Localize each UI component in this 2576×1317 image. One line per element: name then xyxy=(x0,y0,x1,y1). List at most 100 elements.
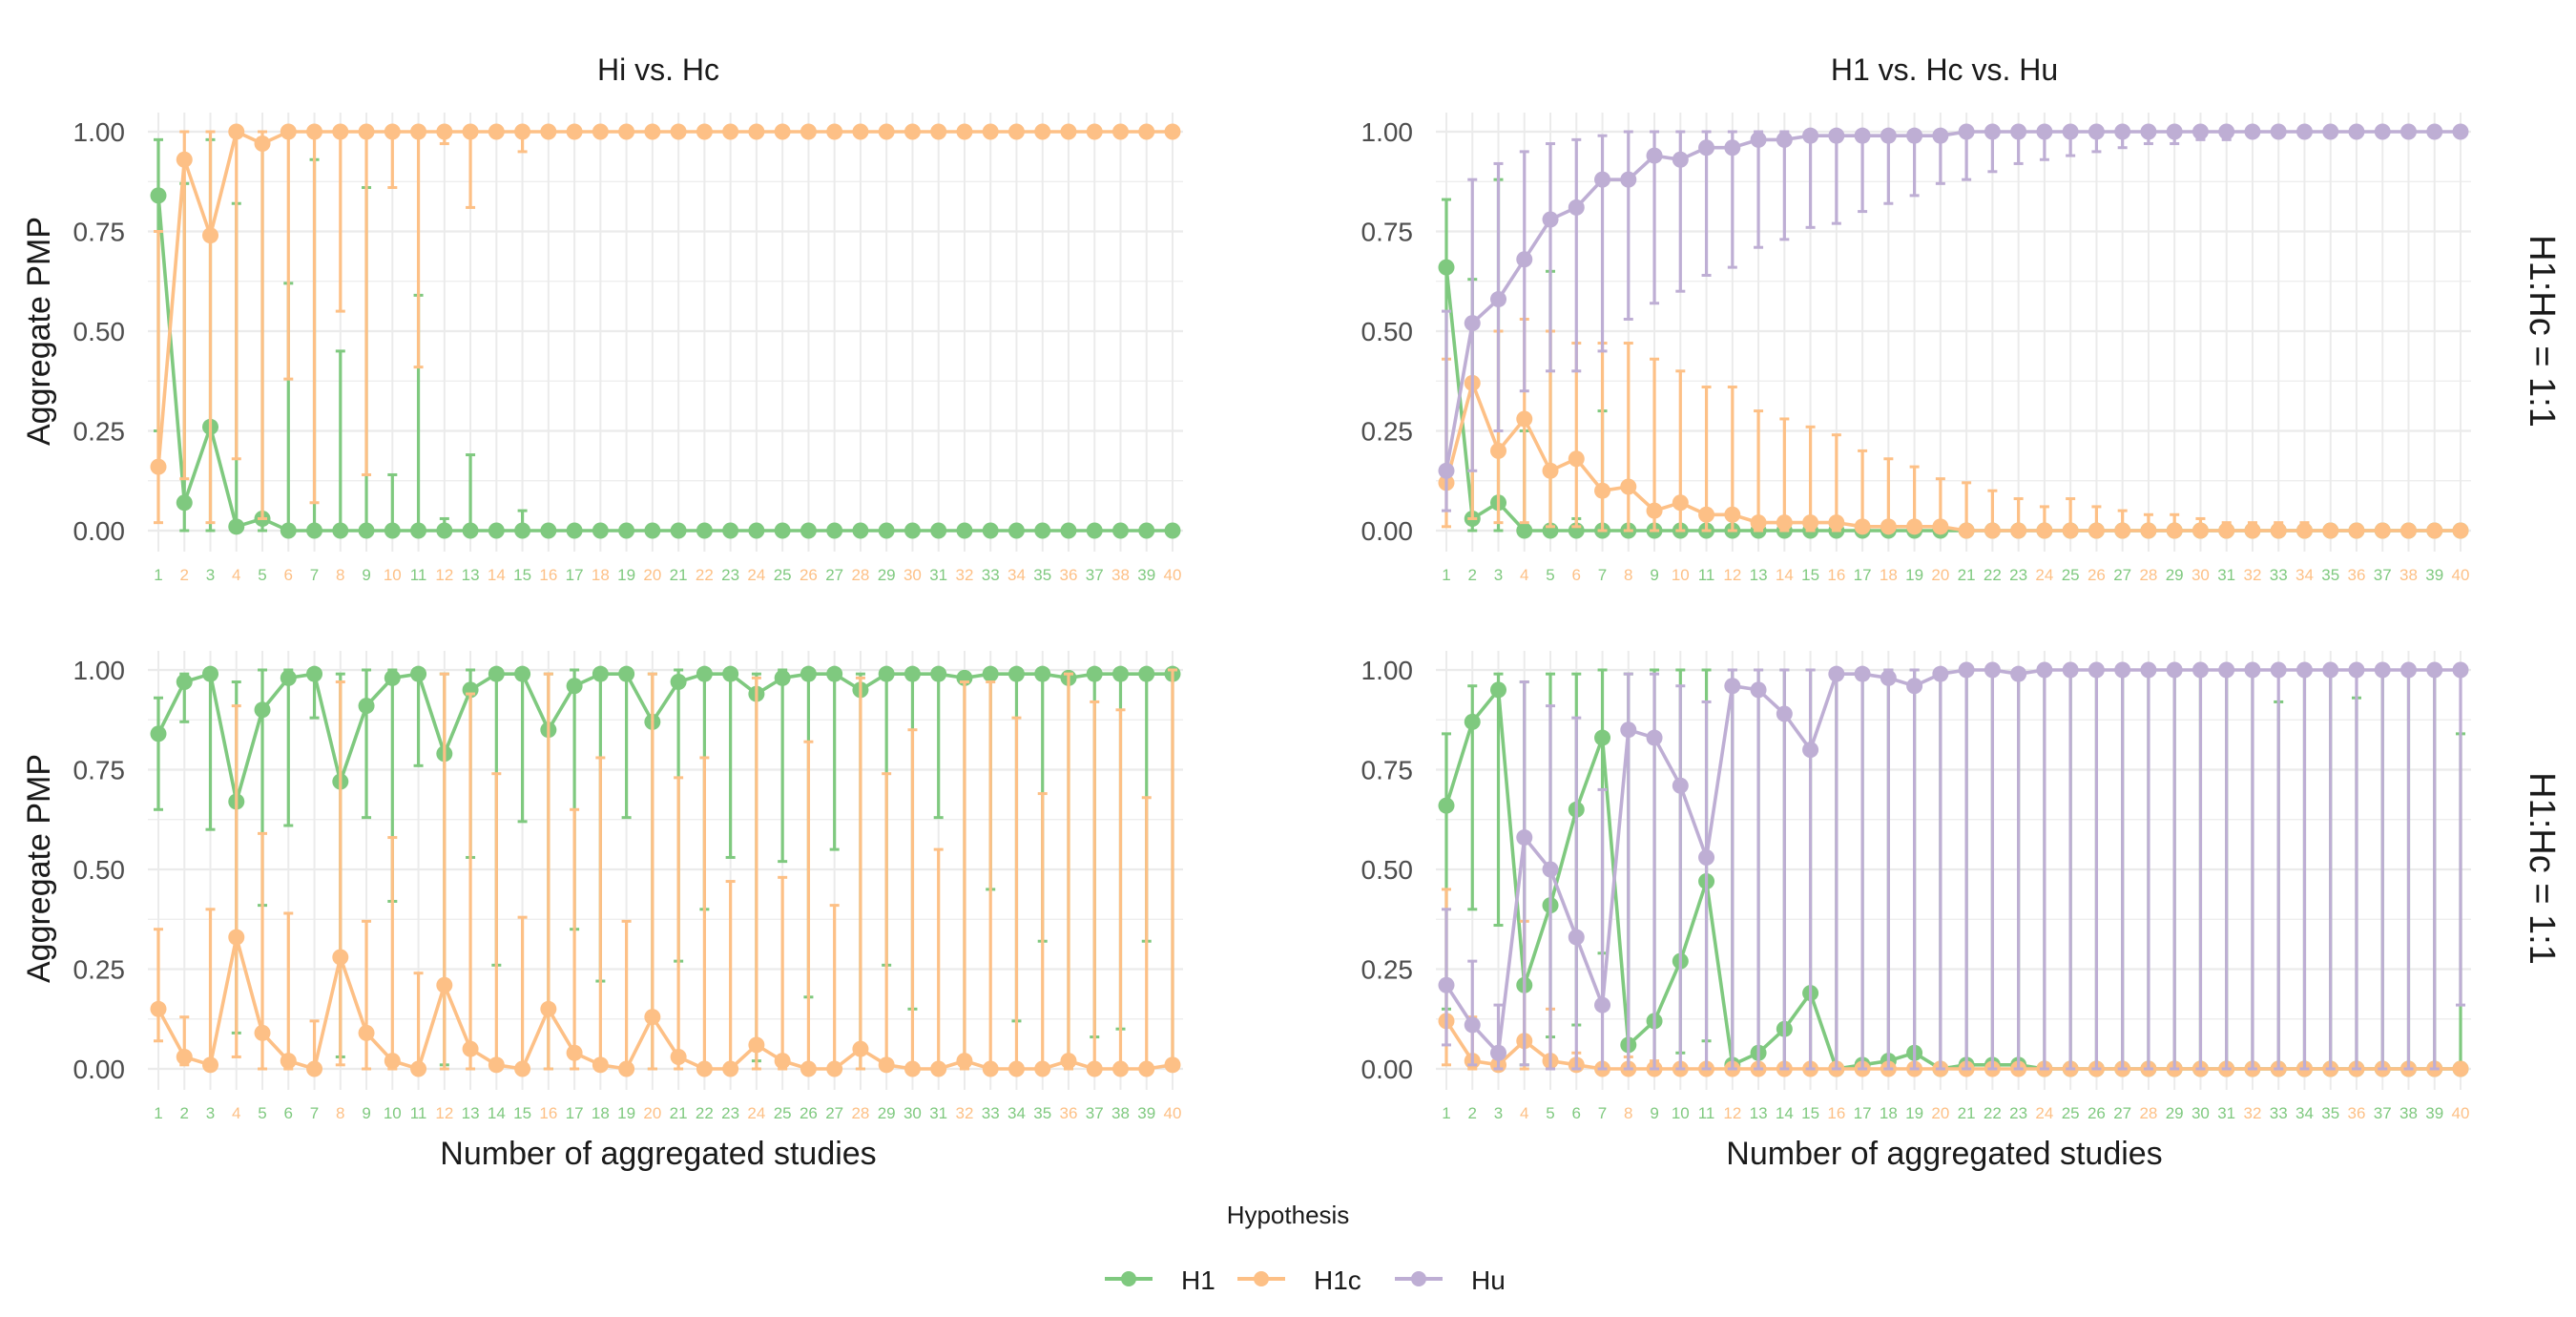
x-tick-label: 27 xyxy=(2113,566,2131,584)
x-tick-label: 26 xyxy=(800,1104,818,1122)
series-line xyxy=(1444,130,2461,471)
facet-label-top: H1:Hc = 1:1 xyxy=(2522,235,2562,428)
data-point xyxy=(800,1060,817,1077)
data-point xyxy=(904,1060,921,1077)
data-point xyxy=(2166,661,2183,679)
data-point xyxy=(1594,171,1611,188)
x-tick-label: 30 xyxy=(2192,1104,2210,1122)
x-tick-label: 25 xyxy=(774,566,792,584)
data-point xyxy=(2010,123,2027,140)
y-tick-label: 1.00 xyxy=(73,656,126,685)
data-point xyxy=(2062,661,2079,679)
x-tick-label: 16 xyxy=(1827,566,1845,584)
x-tick-label: 2 xyxy=(180,1104,189,1122)
data-point xyxy=(1164,522,1181,539)
data-point xyxy=(306,1060,323,1077)
x-tick-label: 5 xyxy=(258,566,266,584)
x-tick-label: 33 xyxy=(2270,1104,2288,1122)
x-tick-label: 4 xyxy=(232,1104,240,1122)
data-point xyxy=(1646,729,1663,746)
x-tick-label: 9 xyxy=(362,566,370,584)
series-line xyxy=(1444,1019,2461,1071)
y-tick-label: 0.25 xyxy=(1361,955,1414,985)
data-point xyxy=(2114,661,2131,679)
data-point xyxy=(1490,681,1507,699)
data-point xyxy=(1008,665,1025,682)
y-ticks: 0.00 0.25 0.50 0.75 1.00 xyxy=(1361,656,1414,1084)
data-point xyxy=(2426,522,2443,539)
data-point xyxy=(514,1060,531,1077)
legend-title: Hypothesis xyxy=(1227,1201,1350,1229)
data-point xyxy=(2348,123,2365,140)
data-point xyxy=(228,929,245,946)
data-point xyxy=(1060,123,1077,140)
data-point xyxy=(2140,661,2157,679)
data-point xyxy=(514,522,531,539)
data-point xyxy=(2036,522,2053,539)
x-tick-label: 23 xyxy=(721,566,739,584)
data-point xyxy=(904,123,921,140)
data-point xyxy=(2374,661,2391,679)
x-tick-label: 33 xyxy=(982,566,1000,584)
data-point xyxy=(280,123,297,140)
data-point xyxy=(852,123,869,140)
data-point xyxy=(1932,127,1949,144)
x-tick-label: 15 xyxy=(1801,1104,1819,1122)
data-point xyxy=(306,522,323,539)
data-point xyxy=(1958,522,1975,539)
data-point xyxy=(514,665,531,682)
x-tick-label: 12 xyxy=(1723,1104,1741,1122)
x-tick-label: 14 xyxy=(488,1104,506,1122)
legend-item-hu: Hu xyxy=(1395,1265,1506,1295)
y-tick-label: 0.50 xyxy=(73,317,126,346)
x-tick-label: 7 xyxy=(1598,1104,1607,1122)
data-point xyxy=(280,669,297,686)
data-point xyxy=(1906,518,1923,535)
data-point xyxy=(514,123,531,140)
data-point xyxy=(1594,482,1611,499)
data-point xyxy=(2036,661,2053,679)
x-tick-label: 4 xyxy=(1520,1104,1528,1122)
legend-key-h1c xyxy=(1254,1271,1269,1286)
data-point xyxy=(176,151,193,168)
data-point xyxy=(1490,442,1507,459)
data-point xyxy=(150,458,167,475)
data-point xyxy=(2399,522,2417,539)
data-point xyxy=(540,1000,557,1017)
x-tick-label: 35 xyxy=(2321,566,2339,584)
x-tick-label: 5 xyxy=(258,1104,266,1122)
data-point xyxy=(1594,996,1611,1014)
legend-label-h1: H1 xyxy=(1181,1265,1215,1295)
x-tick-label: 17 xyxy=(566,1104,584,1122)
data-point xyxy=(462,123,479,140)
data-point xyxy=(2322,522,2339,539)
data-point xyxy=(1542,211,1559,228)
data-point xyxy=(566,678,583,695)
x-tick-label: 31 xyxy=(2217,1104,2235,1122)
x-tick-label: 40 xyxy=(1164,566,1182,584)
data-point xyxy=(2399,661,2417,679)
data-point xyxy=(150,187,167,204)
x-tick-label: 18 xyxy=(1880,1104,1898,1122)
data-point xyxy=(982,1060,999,1077)
data-point xyxy=(930,123,947,140)
data-point xyxy=(1568,199,1585,216)
x-tick-label: 10 xyxy=(384,1104,402,1122)
x-tick-label: 29 xyxy=(2166,1104,2184,1122)
data-point xyxy=(1438,462,1455,479)
series-line xyxy=(156,935,1174,1071)
data-point xyxy=(618,1060,635,1077)
y-tick-label: 1.00 xyxy=(1361,656,1414,685)
x-tick-label: 1 xyxy=(1442,1104,1450,1122)
x-tick-label: 34 xyxy=(1008,1104,1026,1122)
x-tick-label: 19 xyxy=(1905,1104,1923,1122)
data-point xyxy=(2452,1060,2469,1077)
x-tick-label: 27 xyxy=(825,1104,843,1122)
x-tick-label: 29 xyxy=(2166,566,2184,584)
x-tick-label: 36 xyxy=(2348,1104,2366,1122)
x-ticks: 1 2 3 4 5 6 7 8 9 10 11 12 13 14 15 16 17 18 19 20 21 22 23 24 2… xyxy=(154,1104,1181,1122)
data-point xyxy=(2218,123,2235,140)
data-point xyxy=(1008,1060,1025,1077)
data-point xyxy=(2348,661,2365,679)
data-point xyxy=(384,669,401,686)
